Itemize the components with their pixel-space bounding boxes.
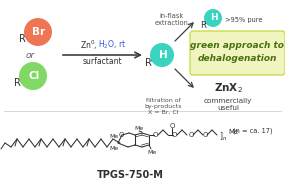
Text: H$_2$O, rt: H$_2$O, rt (98, 39, 126, 51)
Text: O: O (152, 132, 158, 138)
Text: Me: Me (147, 149, 157, 154)
Text: O: O (169, 123, 175, 129)
Text: H: H (159, 50, 167, 60)
Text: Me: Me (228, 129, 238, 135)
Text: O: O (171, 132, 177, 138)
Text: Zn$^0$,: Zn$^0$, (80, 38, 98, 52)
Text: ZnX$_2$: ZnX$_2$ (213, 81, 243, 95)
Text: or: or (25, 51, 34, 60)
Text: Me: Me (134, 125, 144, 130)
Circle shape (150, 43, 174, 67)
Text: O: O (202, 132, 208, 138)
Text: Br: Br (32, 27, 46, 37)
Text: commercially
useful: commercially useful (204, 98, 252, 111)
Text: Cl: Cl (28, 71, 40, 81)
Text: Me: Me (109, 146, 119, 150)
Text: O: O (118, 132, 124, 138)
Text: filtration of
by-products
X = Br, Cl: filtration of by-products X = Br, Cl (144, 98, 182, 115)
Text: $]_n$: $]_n$ (219, 131, 227, 143)
Text: surfactant: surfactant (82, 57, 122, 67)
Text: H: H (210, 13, 218, 22)
Text: R: R (144, 58, 151, 68)
Text: TPGS-750-M: TPGS-750-M (97, 170, 163, 180)
Circle shape (24, 18, 52, 46)
Circle shape (204, 9, 222, 27)
Text: R: R (14, 78, 21, 88)
Text: Me: Me (109, 135, 119, 139)
FancyBboxPatch shape (190, 31, 285, 75)
Text: O: O (189, 132, 194, 138)
Circle shape (19, 62, 47, 90)
Text: green approach to
dehalogenation: green approach to dehalogenation (190, 41, 284, 63)
Text: >95% pure: >95% pure (225, 17, 262, 23)
Text: (n = ca. 17): (n = ca. 17) (233, 128, 273, 134)
Text: R: R (200, 22, 206, 30)
Text: in-flask
extraction: in-flask extraction (155, 13, 189, 26)
Text: R: R (19, 34, 25, 44)
